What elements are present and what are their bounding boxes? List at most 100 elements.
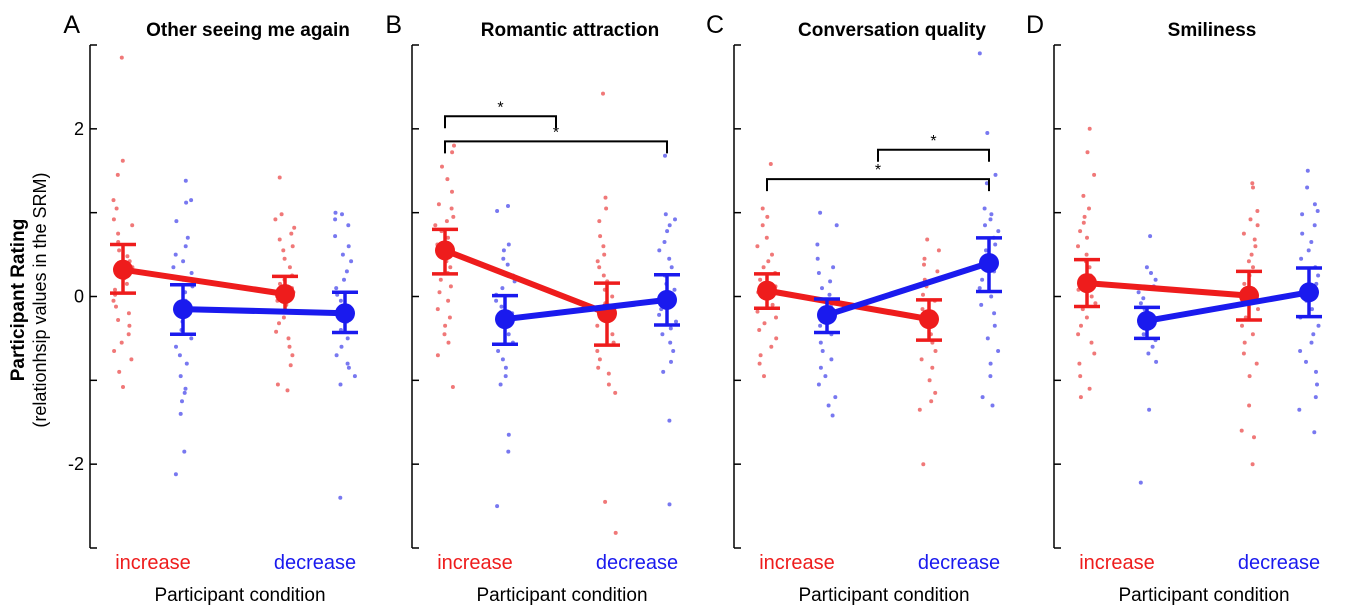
data-point xyxy=(980,395,985,400)
data-point xyxy=(1141,332,1146,337)
data-point xyxy=(1297,407,1302,412)
data-point xyxy=(760,206,765,211)
data-point xyxy=(1255,223,1260,228)
data-point xyxy=(1087,386,1092,391)
data-point xyxy=(288,363,293,368)
data-point xyxy=(1076,244,1080,249)
x-category-label-decrease: decrease xyxy=(918,552,1000,574)
data-point xyxy=(816,382,821,387)
data-point xyxy=(287,344,292,349)
data-point xyxy=(174,344,178,349)
data-point xyxy=(663,153,667,158)
data-point xyxy=(116,318,121,322)
data-point xyxy=(506,204,510,208)
data-point xyxy=(505,262,510,267)
data-point xyxy=(129,357,134,362)
data-point xyxy=(827,292,832,297)
data-point xyxy=(1255,209,1260,213)
x-category-label-increase: increase xyxy=(437,552,513,574)
data-point xyxy=(1147,407,1152,412)
data-point xyxy=(761,265,766,270)
data-point xyxy=(445,177,450,182)
data-point xyxy=(977,51,982,56)
data-point xyxy=(596,365,601,370)
data-point xyxy=(1248,217,1253,222)
data-point xyxy=(826,403,831,408)
data-point xyxy=(982,206,987,211)
data-point xyxy=(1312,223,1317,228)
data-point xyxy=(1246,259,1251,264)
data-point xyxy=(1309,340,1314,345)
data-point xyxy=(119,55,124,60)
data-point xyxy=(1084,315,1089,320)
series-line-decrease xyxy=(826,260,990,318)
data-point xyxy=(346,365,351,370)
data-point xyxy=(1077,361,1082,366)
data-point xyxy=(820,286,824,291)
data-point xyxy=(338,495,343,500)
data-point xyxy=(345,361,350,366)
data-point xyxy=(762,321,767,326)
significance-bracket xyxy=(444,115,557,129)
data-point xyxy=(597,265,602,270)
data-point xyxy=(1076,332,1081,337)
data-point xyxy=(1242,340,1247,345)
data-point xyxy=(1146,351,1151,356)
data-point xyxy=(111,217,116,222)
data-point xyxy=(816,271,821,275)
data-point xyxy=(992,323,997,328)
data-point xyxy=(495,209,500,213)
data-point xyxy=(829,357,834,362)
data-point xyxy=(496,349,501,353)
data-point xyxy=(281,248,286,253)
mean-point xyxy=(657,289,677,310)
data-point xyxy=(120,158,125,163)
data-point xyxy=(925,237,930,242)
data-point xyxy=(917,407,922,412)
data-point xyxy=(597,357,602,362)
data-point xyxy=(178,374,183,379)
panel-letter: A xyxy=(63,11,80,39)
data-point xyxy=(503,374,508,379)
data-point xyxy=(185,235,190,240)
data-point xyxy=(338,382,343,387)
data-point xyxy=(818,340,823,345)
data-point xyxy=(613,530,618,535)
data-point xyxy=(1078,395,1083,400)
y-tick-label: 2 xyxy=(74,119,84,139)
data-point xyxy=(833,395,838,400)
mean-point xyxy=(919,309,939,330)
panel-title: Smiliness xyxy=(1168,20,1257,41)
data-point xyxy=(1081,220,1086,225)
data-point xyxy=(1078,229,1083,234)
data-point xyxy=(1078,374,1083,379)
data-point xyxy=(499,304,504,309)
data-point xyxy=(333,234,338,239)
data-point xyxy=(290,353,295,358)
data-point xyxy=(1089,294,1094,299)
data-point xyxy=(988,361,993,366)
data-point xyxy=(1251,265,1255,270)
data-point xyxy=(292,225,297,230)
data-point xyxy=(1299,256,1304,261)
data-point xyxy=(115,172,120,177)
data-point xyxy=(660,332,665,337)
data-point xyxy=(333,210,338,215)
data-point xyxy=(770,302,775,307)
data-point xyxy=(818,323,823,328)
data-point xyxy=(606,371,611,376)
data-point xyxy=(183,386,188,391)
data-point xyxy=(668,326,673,331)
data-point xyxy=(111,298,116,303)
mean-point xyxy=(817,304,837,325)
data-point xyxy=(440,164,444,169)
data-point xyxy=(1241,231,1246,236)
data-point xyxy=(189,271,194,275)
data-point xyxy=(1316,273,1321,278)
data-point xyxy=(111,198,116,203)
data-point xyxy=(1144,265,1149,270)
data-point xyxy=(1092,172,1097,177)
series-line-decrease xyxy=(1146,289,1310,324)
data-point xyxy=(506,332,511,337)
